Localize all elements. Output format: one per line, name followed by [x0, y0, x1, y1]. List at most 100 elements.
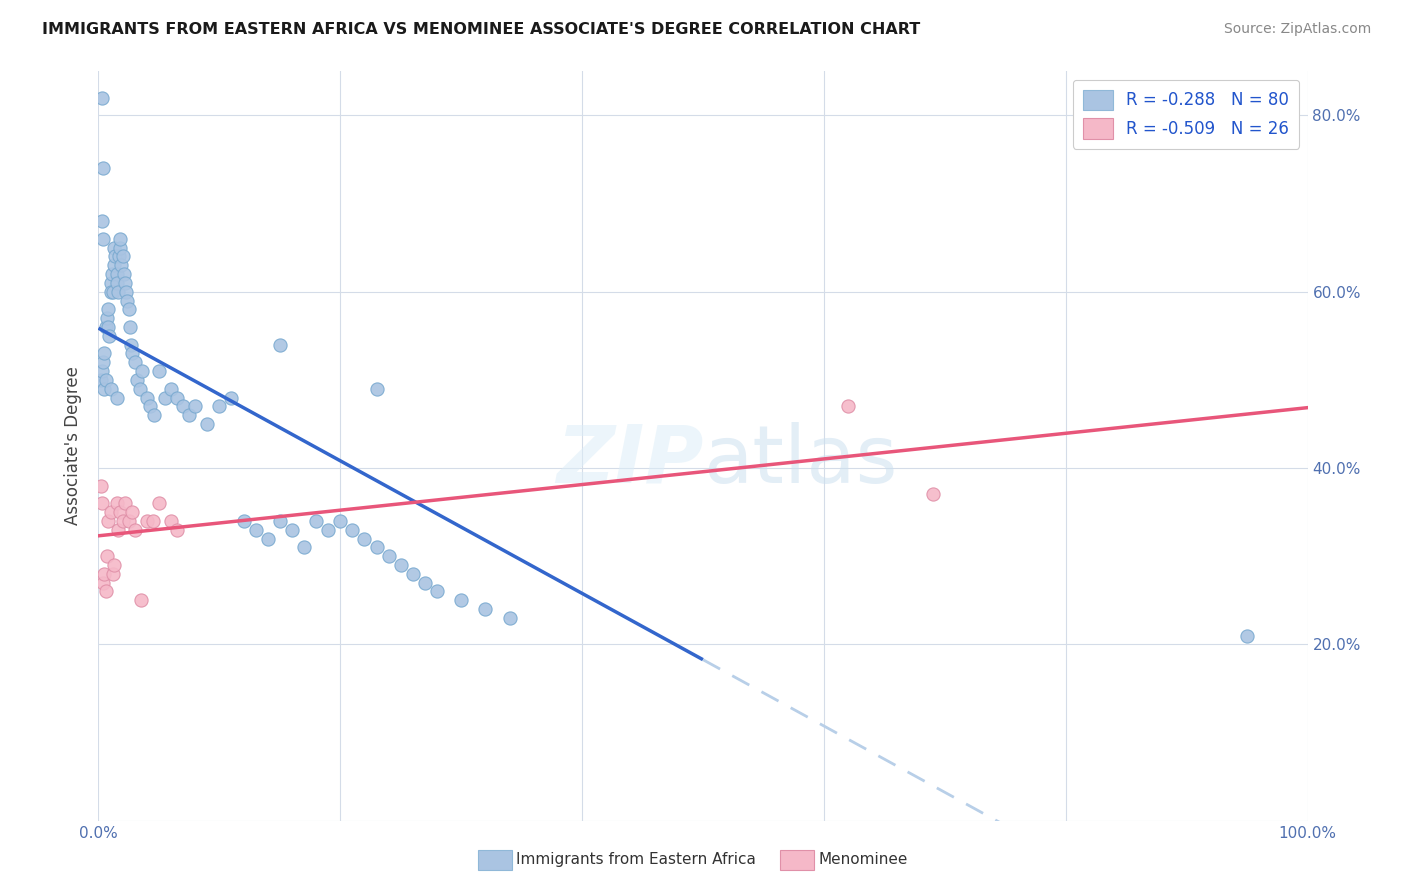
Point — [96, 549, 118, 564]
Point — [105, 276, 128, 290]
Point — [221, 391, 243, 405]
Y-axis label: Associate's Degree: Associate's Degree — [65, 367, 83, 525]
Point — [921, 487, 943, 501]
Point — [107, 285, 129, 299]
Point — [96, 311, 118, 326]
Point — [112, 267, 135, 281]
Point — [91, 214, 114, 228]
Point — [342, 523, 364, 537]
Point — [413, 575, 436, 590]
Point — [195, 417, 218, 431]
Point — [232, 514, 254, 528]
Text: IMMIGRANTS FROM EASTERN AFRICA VS MENOMINEE ASSOCIATE'S DEGREE CORRELATION CHART: IMMIGRANTS FROM EASTERN AFRICA VS MENOMI… — [42, 22, 921, 37]
Point — [179, 408, 201, 422]
Point — [120, 337, 142, 351]
Point — [148, 496, 170, 510]
Point — [93, 346, 115, 360]
Legend: R = -0.288   N = 80, R = -0.509   N = 26: R = -0.288 N = 80, R = -0.509 N = 26 — [1073, 79, 1299, 149]
Point — [269, 337, 291, 351]
Point — [498, 611, 520, 625]
Point — [143, 408, 166, 422]
Point — [110, 258, 132, 272]
Point — [124, 355, 146, 369]
Point — [100, 267, 122, 281]
Point — [100, 505, 122, 519]
Text: Immigrants from Eastern Africa: Immigrants from Eastern Africa — [516, 853, 756, 867]
Point — [114, 276, 136, 290]
Point — [256, 532, 278, 546]
Point — [90, 478, 112, 492]
Point — [97, 302, 120, 317]
Text: Source: ZipAtlas.com: Source: ZipAtlas.com — [1223, 22, 1371, 37]
Point — [121, 346, 143, 360]
Point — [269, 514, 291, 528]
Point — [107, 523, 129, 537]
Point — [93, 382, 115, 396]
Point — [366, 382, 388, 396]
Point — [377, 549, 399, 564]
Point — [108, 505, 131, 519]
Point — [148, 364, 170, 378]
Point — [108, 250, 131, 264]
Point — [389, 558, 412, 572]
Point — [103, 558, 125, 572]
Point — [426, 584, 449, 599]
Point — [128, 382, 150, 396]
Point — [91, 161, 114, 176]
Point — [131, 364, 153, 378]
Point — [142, 514, 165, 528]
Point — [135, 514, 157, 528]
Point — [90, 373, 112, 387]
Point — [316, 523, 339, 537]
Point — [97, 514, 120, 528]
Point — [101, 285, 124, 299]
Point — [127, 373, 149, 387]
Point — [121, 505, 143, 519]
Point — [172, 400, 194, 414]
Point — [100, 276, 122, 290]
Point — [166, 523, 188, 537]
Point — [160, 514, 183, 528]
Point — [329, 514, 352, 528]
Point — [100, 382, 122, 396]
Point — [91, 575, 114, 590]
Point — [117, 293, 139, 308]
Text: Menominee: Menominee — [818, 853, 908, 867]
Text: ZIP: ZIP — [555, 422, 703, 500]
Point — [100, 285, 122, 299]
Point — [91, 232, 114, 246]
Point — [111, 250, 134, 264]
Point — [104, 250, 127, 264]
Point — [103, 241, 125, 255]
Point — [402, 566, 425, 581]
Text: atlas: atlas — [703, 422, 897, 500]
Point — [281, 523, 304, 537]
Point — [305, 514, 328, 528]
Point — [98, 328, 121, 343]
Point — [111, 514, 134, 528]
Point — [118, 514, 141, 528]
Point — [292, 541, 315, 555]
Point — [114, 496, 136, 510]
Point — [118, 320, 141, 334]
Point — [108, 232, 131, 246]
Point — [124, 523, 146, 537]
Point — [450, 593, 472, 607]
Point — [139, 400, 162, 414]
Point — [103, 258, 125, 272]
Point — [94, 584, 117, 599]
Point — [97, 320, 120, 334]
Point — [91, 496, 114, 510]
Point — [105, 267, 128, 281]
Point — [105, 496, 128, 510]
Point — [108, 241, 131, 255]
Point — [115, 285, 138, 299]
Point — [91, 364, 114, 378]
Point — [93, 566, 115, 581]
Point — [366, 541, 388, 555]
Point — [1236, 628, 1258, 642]
Point — [101, 566, 124, 581]
Point — [91, 355, 114, 369]
Point — [837, 400, 859, 414]
Point — [208, 400, 231, 414]
